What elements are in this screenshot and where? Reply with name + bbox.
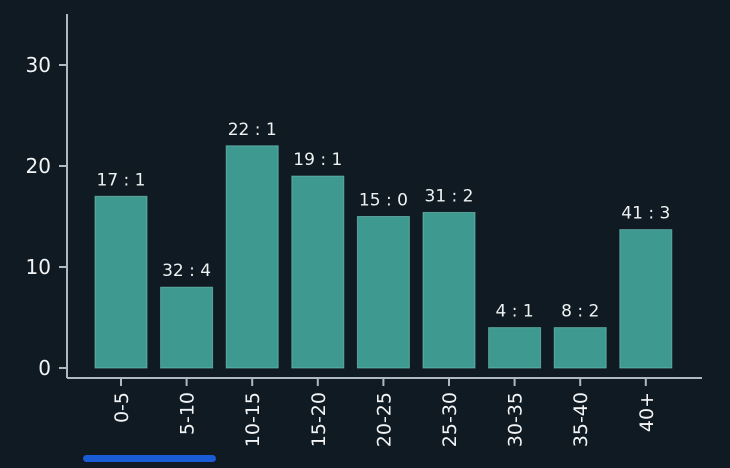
y-tick-label: 0 xyxy=(38,356,51,380)
bar-value-label: 32 : 4 xyxy=(162,261,211,281)
x-tick-label: 15-20 xyxy=(308,392,330,447)
bar-35-40 xyxy=(553,327,607,369)
y-ticks: 0 10 20 30 xyxy=(26,53,67,380)
bar-value-label: 19 : 1 xyxy=(293,150,342,170)
bar-15-20 xyxy=(291,175,345,369)
y-tick-label: 30 xyxy=(26,53,51,77)
bar-value-label: 41 : 3 xyxy=(621,204,670,224)
bar-value-label: 15 : 0 xyxy=(359,191,408,211)
x-tick-label: 25-30 xyxy=(439,392,461,447)
x-tick-label: 40+ xyxy=(636,392,658,432)
bar-5-10 xyxy=(160,286,214,369)
x-ticks: 0-5 5-10 10-15 15-20 20-25 25-30 30-35 35-40 40+ xyxy=(111,378,658,447)
bar-10-15 xyxy=(225,145,279,369)
bar-30-35 xyxy=(488,327,542,369)
x-tick-label: 20-25 xyxy=(373,392,395,447)
x-tick-label: 30-35 xyxy=(505,392,527,447)
bars-layer xyxy=(94,145,673,369)
x-tick-label: 5-10 xyxy=(177,392,199,435)
y-tick-label: 20 xyxy=(26,154,51,178)
bar-25-30 xyxy=(422,211,476,369)
bar-value-label: 17 : 1 xyxy=(97,170,146,190)
bar-value-label: 4 : 1 xyxy=(496,302,534,322)
bar-0-5 xyxy=(94,195,148,369)
selected-category-indicator xyxy=(82,455,216,462)
bar-value-label: 31 : 2 xyxy=(425,186,474,206)
bar-value-label: 22 : 1 xyxy=(228,120,277,140)
bar-labels-layer: 17 : 1 32 : 4 22 : 1 19 : 1 15 : 0 31 : 2 4 : … xyxy=(97,120,671,322)
x-tick-label: 10-15 xyxy=(242,392,264,447)
x-tick-label: 35-40 xyxy=(570,392,592,447)
y-tick-label: 10 xyxy=(26,255,51,279)
bar-20-25 xyxy=(356,216,410,369)
bar-value-label: 8 : 2 xyxy=(561,302,599,322)
bar-40+ xyxy=(619,229,673,369)
x-tick-label: 0-5 xyxy=(111,392,133,423)
